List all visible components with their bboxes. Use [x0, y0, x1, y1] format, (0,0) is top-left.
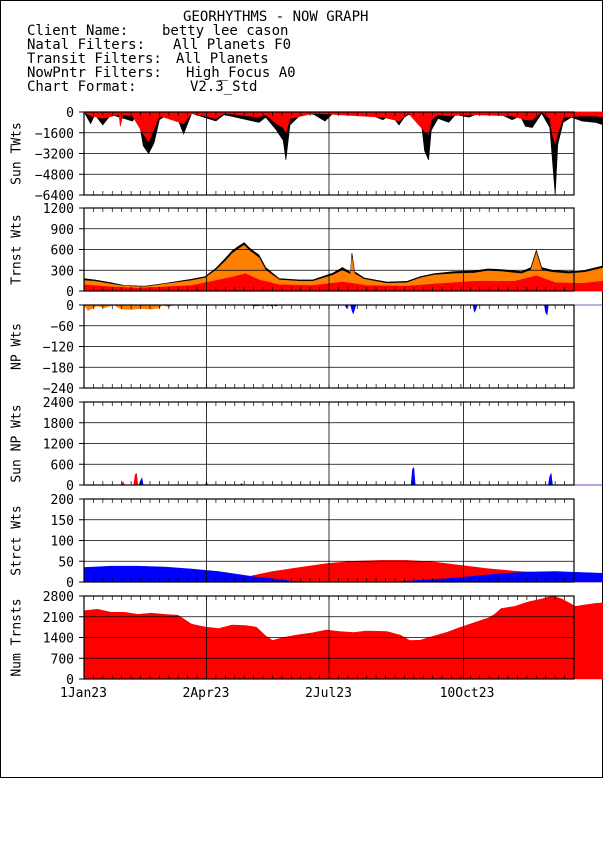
- natal-filters-value: All Planets F0: [173, 37, 292, 53]
- panel-4-ytick-label: 1200: [43, 438, 74, 453]
- xtick-label-2Jul23: 2Jul23: [305, 686, 352, 701]
- nowpntr-filters-value: High_Focus A0: [186, 65, 296, 81]
- panel-1-ytick-label: −6400: [35, 189, 74, 204]
- panel-6-ytick-label: 2800: [43, 590, 74, 605]
- panel-4-ytick-label: 1800: [43, 417, 74, 432]
- panel-3-series-orange-area: [83, 304, 603, 311]
- panel-3-ytick-label: −60: [51, 320, 74, 335]
- panel-4: 2400 1800 1200 600 0 Sun NP Wts: [10, 396, 603, 494]
- panel-6-ytick-label: 700: [51, 652, 74, 667]
- panel-3-ylabel: NP Wts: [10, 323, 25, 370]
- panel-4-series-red-area: [84, 473, 603, 486]
- panel-1-series-red-area: [82, 111, 603, 145]
- panel-5-ytick-label: 100: [51, 535, 74, 550]
- chart-format-value: V2.3_Std: [190, 79, 258, 95]
- panel-2-ytick-label: 300: [51, 264, 74, 279]
- chart-format-label: Chart Format:: [27, 79, 137, 95]
- panel-6-ylabel: Num Trnsts: [10, 598, 25, 676]
- panel-2-ylabel: Trnst Wts: [10, 214, 25, 284]
- panel-1-border: [83, 111, 575, 196]
- panel-4-ytick-label: 2400: [43, 396, 74, 411]
- panel-3-ytick-label: −180: [43, 361, 74, 376]
- panel-6: 2800 2100 1400 700 0 Num Trnsts: [10, 590, 603, 688]
- panel-1-ytick-label: −4800: [35, 168, 74, 183]
- panel-3: 0 −60 −120 −180 −240 NP Wts: [10, 299, 603, 397]
- panel-3-ytick-label: −240: [43, 382, 74, 397]
- panel-1-ytick-label: −3200: [35, 148, 74, 163]
- client-name-value: betty lee cason: [162, 23, 289, 39]
- xtick-label-10Oct23: 10Oct23: [440, 686, 495, 701]
- panel-2-border: [83, 207, 575, 292]
- panel-6-ytick-label: 1400: [43, 632, 74, 647]
- panel-2: 1200 900 600 300 0 Trnst Wts: [10, 202, 603, 300]
- panel-3-ytick-label: 0: [66, 299, 74, 314]
- panel-1-ylabel: Sun TWts: [10, 122, 25, 185]
- panel-5-ytick-label: 0: [66, 576, 74, 591]
- panel-5-ytick-label: 50: [58, 555, 74, 570]
- panel-2-ytick-label: 0: [66, 285, 74, 300]
- panel-2-ytick-label: 1200: [43, 202, 74, 217]
- panel-3-ytick-label: −120: [43, 341, 74, 356]
- panel-5-border: [83, 498, 575, 583]
- transit-filters-value: All Planets: [176, 51, 269, 67]
- panel-6-ytick-label: 0: [66, 673, 74, 688]
- panel-5-ytick-label: 200: [51, 493, 74, 508]
- panel-5: 200 150 100 50 0 Strct Wts: [10, 493, 603, 591]
- xtick-label-2Apr23: 2Apr23: [183, 686, 230, 701]
- transit-filters-label: Transit Filters:: [27, 51, 162, 67]
- panel-4-ytick-label: 0: [66, 479, 74, 494]
- panel-5-ytick-label: 150: [51, 514, 74, 529]
- panel-4-ylabel: Sun NP Wts: [10, 404, 25, 482]
- panel-2-series-orange-area: [83, 244, 603, 292]
- client-name-label: Client Name:: [27, 23, 129, 39]
- panel-4-border: [83, 401, 575, 486]
- panel-4-series-blue-area: [84, 466, 603, 486]
- panel-6-ytick-label: 2100: [43, 611, 74, 626]
- natal-filters-label: Natal Filters:: [27, 37, 146, 53]
- nowpntr-filters-label: NowPntr Filters:: [27, 65, 162, 81]
- panel-1: 0 −1600 −3200 −4800 −6400 Sun TWts: [10, 106, 603, 204]
- xtick-label-1Jan23: 1Jan23: [60, 686, 107, 701]
- panel-5-ylabel: Strct Wts: [10, 505, 25, 575]
- panel-3-border: [83, 304, 575, 389]
- panel-2-ytick-label: 900: [51, 223, 74, 238]
- panel-1-ytick-label: −1600: [35, 127, 74, 142]
- panel-2-ytick-label: 600: [51, 244, 74, 259]
- panel-4-ytick-label: 600: [51, 458, 74, 473]
- panel-3-series-blue-area: [84, 304, 603, 316]
- panel-6-border: [83, 595, 575, 680]
- chart-title: GEORHYTHMS - NOW GRAPH: [183, 9, 369, 25]
- panel-1-ytick-label: 0: [66, 106, 74, 121]
- panel-2-series-red-area: [83, 273, 603, 292]
